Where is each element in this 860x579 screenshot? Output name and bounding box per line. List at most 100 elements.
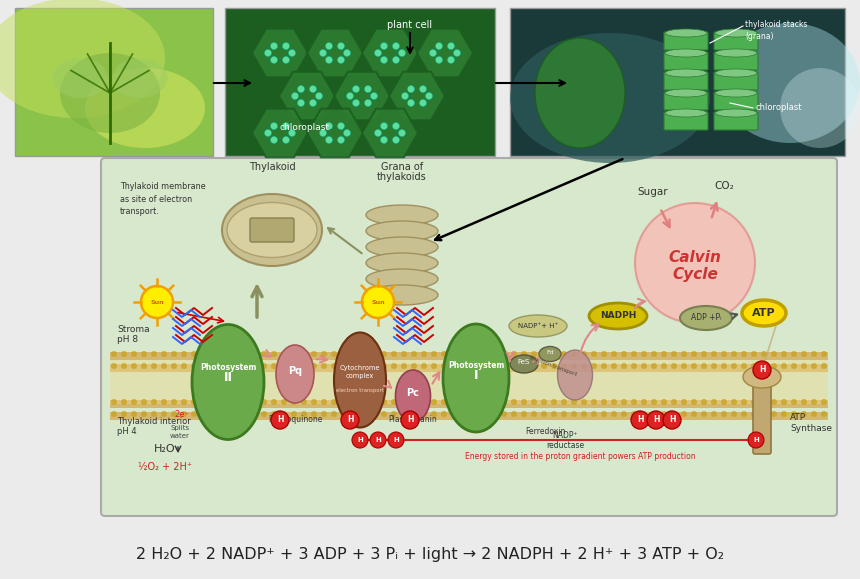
Circle shape (521, 399, 527, 405)
Circle shape (321, 411, 327, 417)
Circle shape (671, 411, 677, 417)
Circle shape (663, 411, 681, 429)
Circle shape (541, 351, 547, 357)
Circle shape (431, 363, 437, 369)
Ellipse shape (366, 221, 438, 241)
Circle shape (271, 411, 289, 429)
Circle shape (561, 399, 567, 405)
Circle shape (282, 123, 290, 130)
FancyBboxPatch shape (110, 360, 828, 404)
Ellipse shape (680, 306, 732, 330)
Circle shape (501, 363, 507, 369)
Circle shape (811, 399, 817, 405)
Circle shape (271, 351, 277, 357)
Circle shape (271, 43, 278, 50)
Ellipse shape (366, 269, 438, 289)
Text: H: H (407, 416, 414, 424)
Text: Synthase: Synthase (790, 424, 832, 433)
Circle shape (211, 399, 217, 405)
Circle shape (461, 351, 467, 357)
Circle shape (131, 411, 137, 417)
Circle shape (801, 363, 807, 369)
Circle shape (791, 351, 797, 357)
Circle shape (751, 363, 757, 369)
Circle shape (561, 363, 567, 369)
Circle shape (365, 86, 372, 93)
Circle shape (401, 363, 407, 369)
Circle shape (531, 363, 537, 369)
Circle shape (301, 399, 307, 405)
Circle shape (111, 351, 117, 357)
Circle shape (751, 411, 757, 417)
Circle shape (321, 351, 327, 357)
Circle shape (801, 411, 807, 417)
Circle shape (201, 363, 207, 369)
Circle shape (121, 399, 127, 405)
Text: H: H (759, 365, 765, 375)
Circle shape (481, 399, 487, 405)
Text: H: H (357, 437, 363, 443)
Circle shape (301, 411, 307, 417)
Circle shape (501, 351, 507, 357)
Circle shape (341, 411, 359, 429)
Circle shape (151, 351, 157, 357)
Circle shape (271, 399, 277, 405)
Circle shape (131, 351, 137, 357)
Circle shape (341, 411, 347, 417)
Circle shape (241, 411, 247, 417)
Circle shape (251, 399, 257, 405)
Circle shape (711, 399, 717, 405)
Circle shape (611, 399, 617, 405)
Text: H: H (669, 416, 675, 424)
Circle shape (131, 363, 137, 369)
Circle shape (181, 411, 187, 417)
Circle shape (421, 399, 427, 405)
Circle shape (211, 351, 217, 357)
Ellipse shape (334, 332, 386, 427)
Circle shape (611, 363, 617, 369)
Circle shape (641, 363, 647, 369)
Circle shape (388, 432, 404, 448)
Ellipse shape (52, 58, 108, 98)
Circle shape (661, 363, 667, 369)
Text: Energy stored in the proton gradient powers ATP production: Energy stored in the proton gradient pow… (464, 452, 696, 461)
FancyBboxPatch shape (664, 92, 708, 110)
Ellipse shape (535, 38, 625, 148)
Circle shape (681, 399, 687, 405)
Circle shape (451, 363, 457, 369)
Circle shape (281, 399, 287, 405)
Circle shape (748, 432, 764, 448)
Circle shape (611, 351, 617, 357)
Circle shape (181, 399, 187, 405)
Circle shape (251, 411, 257, 417)
Circle shape (401, 411, 407, 417)
Ellipse shape (366, 285, 438, 305)
Circle shape (374, 49, 382, 57)
Circle shape (271, 123, 278, 130)
Circle shape (201, 411, 207, 417)
Text: Cytochrome: Cytochrome (340, 365, 380, 371)
Circle shape (241, 363, 247, 369)
Circle shape (398, 130, 406, 137)
Circle shape (402, 93, 408, 100)
Ellipse shape (366, 237, 438, 257)
FancyBboxPatch shape (15, 8, 213, 156)
Ellipse shape (665, 29, 707, 37)
Circle shape (641, 411, 647, 417)
Ellipse shape (276, 345, 314, 403)
Ellipse shape (510, 33, 710, 163)
Text: I: I (474, 369, 478, 382)
Circle shape (320, 49, 327, 57)
Circle shape (331, 351, 337, 357)
Circle shape (325, 56, 333, 64)
Circle shape (353, 100, 359, 107)
Circle shape (141, 351, 147, 357)
FancyBboxPatch shape (664, 32, 708, 50)
Circle shape (331, 411, 337, 417)
Circle shape (591, 411, 597, 417)
Circle shape (301, 363, 307, 369)
Text: NADPH: NADPH (599, 312, 636, 321)
Circle shape (721, 351, 727, 357)
Circle shape (771, 399, 777, 405)
Circle shape (461, 399, 467, 405)
